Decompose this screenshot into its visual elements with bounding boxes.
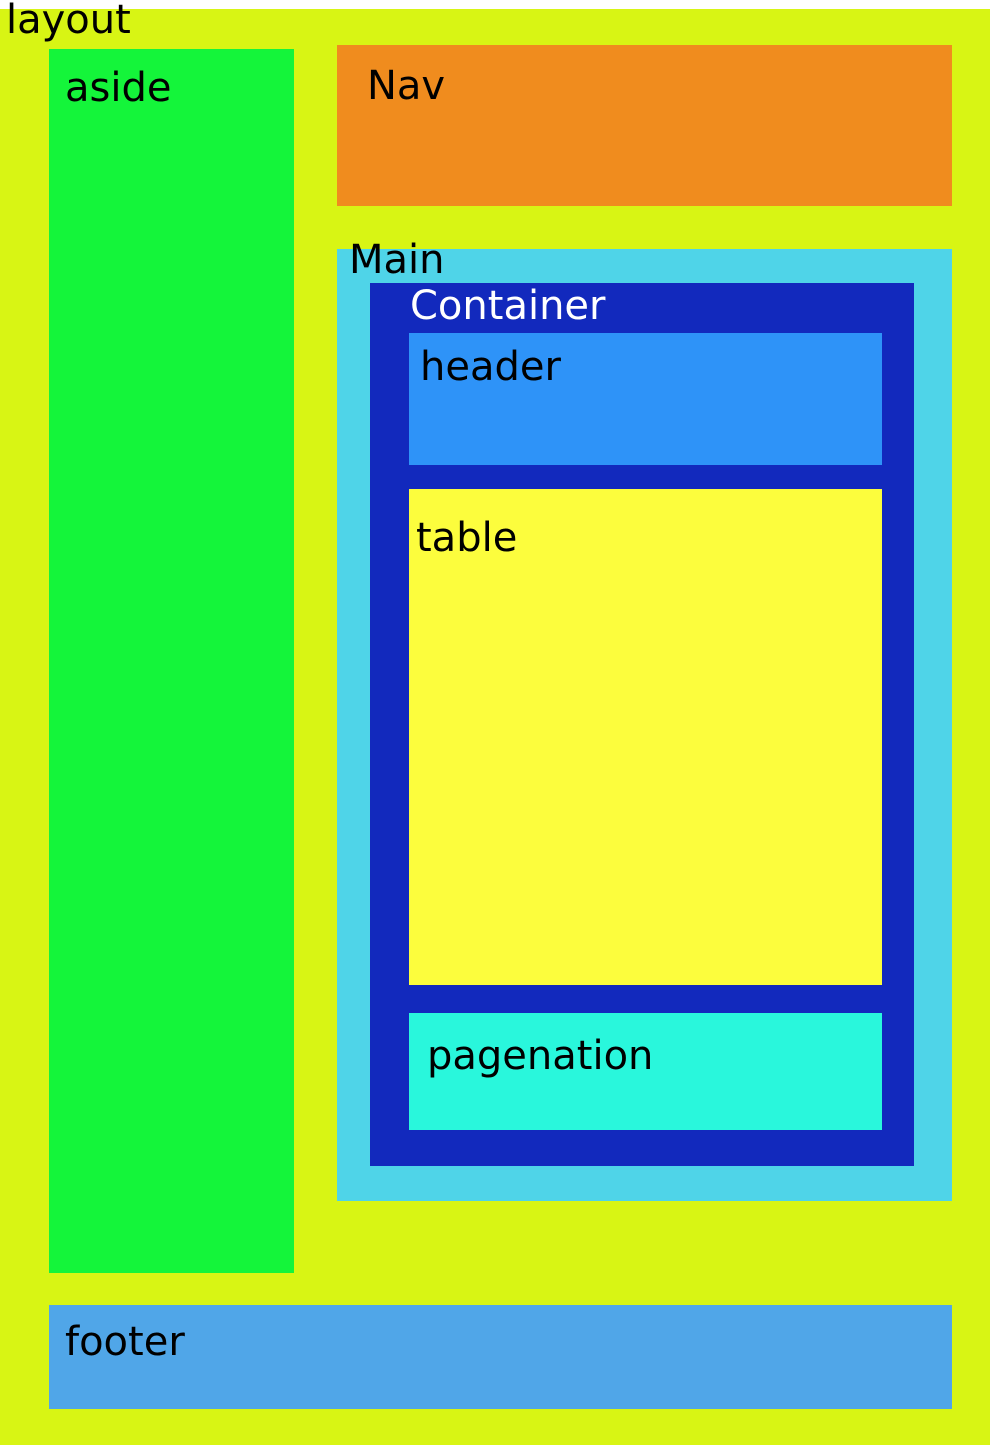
layout-label: layout xyxy=(6,0,131,43)
header-region xyxy=(409,333,882,465)
footer-label: footer xyxy=(65,1319,185,1365)
aside-region xyxy=(49,49,294,1273)
pagination-label: pagenation xyxy=(427,1033,654,1079)
nav-region xyxy=(337,45,952,206)
nav-label: Nav xyxy=(367,63,446,109)
table-label: table xyxy=(416,515,518,561)
main-label: Main xyxy=(349,237,445,283)
footer-region xyxy=(49,1305,952,1409)
container-label: Container xyxy=(410,283,606,329)
pagination-region xyxy=(409,1013,882,1130)
header-label: header xyxy=(420,344,561,390)
aside-label: aside xyxy=(65,65,172,111)
table-region xyxy=(409,489,882,985)
